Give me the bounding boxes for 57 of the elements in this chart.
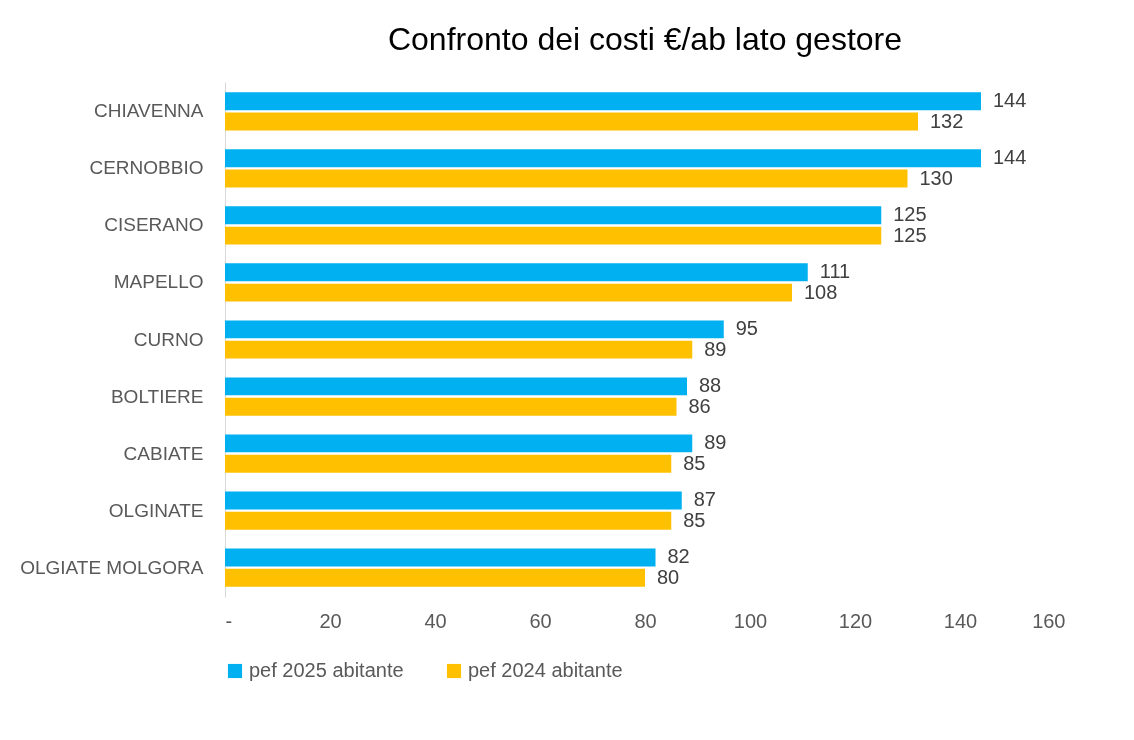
- bar: [225, 434, 693, 453]
- data-label: 144: [993, 89, 1027, 112]
- data-label: 125: [893, 223, 927, 246]
- y-tick-label: MAPELLO: [113, 271, 204, 293]
- bar: [225, 454, 672, 473]
- data-label: 89: [704, 337, 727, 360]
- y-tick-label: OLGINATE: [108, 499, 204, 521]
- y-tick-label: CURNO: [133, 328, 204, 350]
- bar: [225, 263, 808, 282]
- y-tick-label: CABIATE: [123, 442, 204, 464]
- data-label: 95: [735, 317, 758, 340]
- chart-title: Confronto dei costi €/ab lato gestore: [387, 21, 903, 57]
- x-tick-label: 140: [943, 609, 978, 632]
- bar: [225, 548, 656, 567]
- data-label: 132: [930, 109, 964, 132]
- legend-label: pef 2024 abitante: [468, 659, 623, 681]
- y-tick-label: CISERANO: [104, 214, 204, 236]
- bar: [225, 226, 882, 245]
- data-label: 87: [693, 488, 716, 511]
- data-label: 80: [657, 565, 680, 588]
- bar: [225, 568, 645, 587]
- data-label: 82: [667, 545, 690, 568]
- data-label: 85: [683, 451, 706, 474]
- legend-label: pef 2025 abitante: [249, 659, 404, 681]
- bar: [225, 340, 693, 359]
- x-tick-label: 20: [319, 609, 342, 632]
- y-tick-label: CERNOBBIO: [89, 157, 204, 179]
- bar: [225, 169, 908, 188]
- data-label: 88: [699, 374, 722, 397]
- bar: [225, 511, 672, 530]
- bar: [225, 92, 981, 111]
- data-label: 144: [993, 146, 1027, 169]
- data-label: 130: [919, 166, 953, 189]
- data-label: 111: [819, 260, 851, 283]
- x-tick-label: 100: [733, 609, 768, 632]
- data-label: 108: [804, 280, 838, 303]
- bar: [225, 112, 918, 131]
- data-label: 85: [683, 508, 706, 531]
- bar: [225, 320, 724, 339]
- x-tick-label: 60: [529, 609, 552, 632]
- bar: [225, 283, 792, 302]
- data-label: 86: [688, 394, 711, 417]
- bar: [225, 377, 687, 396]
- x-tick-label: 120: [838, 609, 873, 632]
- x-tick-label: -: [225, 609, 233, 632]
- x-tick-label: 40: [424, 609, 447, 632]
- bar: [225, 491, 682, 510]
- data-label: 125: [893, 203, 927, 226]
- bar: [225, 206, 882, 225]
- y-tick-label: BOLTIERE: [110, 385, 204, 407]
- bar: [225, 149, 981, 168]
- y-tick-label: CHIAVENNA: [94, 100, 204, 122]
- x-tick-label: 160: [1032, 609, 1066, 632]
- y-tick-label: OLGIATE MOLGORA: [20, 556, 204, 578]
- bar: [225, 397, 677, 416]
- x-tick-label: 80: [634, 609, 657, 632]
- data-label: 89: [704, 431, 727, 454]
